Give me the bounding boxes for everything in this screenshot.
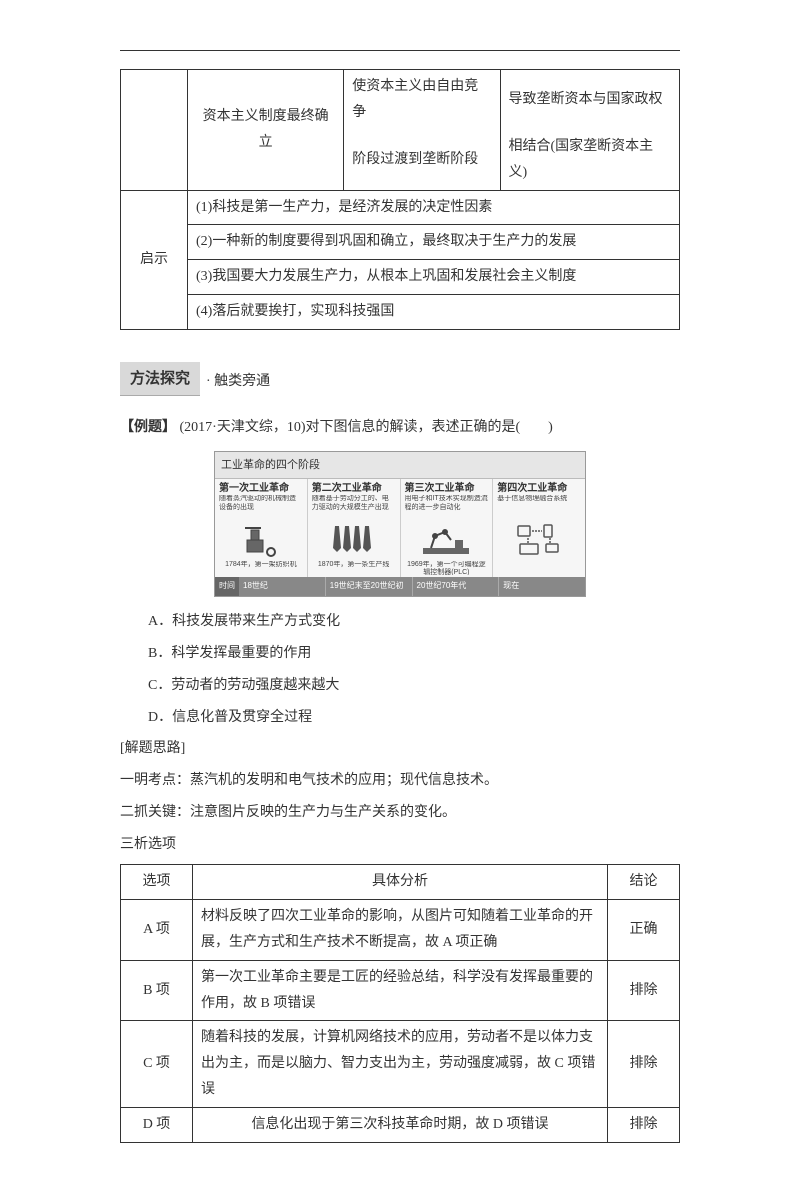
- panel-1-caption: 1784年，第一架纺织机: [219, 561, 303, 575]
- table-row: D 项 信息化出现于第三次科技革命时期，故 D 项错误 排除: [121, 1108, 680, 1143]
- option-d: D．信息化普及贯穿全过程: [148, 705, 680, 731]
- figure-title: 工业革命的四个阶段: [215, 452, 585, 479]
- t1-enlighten-label: 启示: [121, 190, 188, 330]
- t1-cell-a: 资本主义制度最终确立: [188, 70, 344, 191]
- panel-1-title: 第一次工业革命: [219, 483, 303, 495]
- t2-r2-opt: C 项: [121, 1021, 193, 1108]
- t2-r1-analysis: 第一次工业革命主要是工匠的经验总结，科学没有发挥最重要的作用，故 B 项错误: [193, 960, 608, 1021]
- solution-line-3: 三析选项: [120, 832, 680, 858]
- panel-2-caption: 1870年，第一条生产线: [312, 561, 396, 575]
- t1-item-2: (2)一种新的制度要得到巩固和确立，最终取决于生产力的发展: [188, 225, 680, 260]
- figure-panel-3: 第三次工业革命 用电子和IT技术实现制造流程的进一步自动化 1969年，第一个可…: [401, 479, 494, 577]
- section-header-sub: · 触类旁通: [206, 369, 270, 396]
- t2-h-opt: 选项: [121, 865, 193, 900]
- option-b: B．科学发挥最重要的作用: [148, 641, 680, 667]
- panel-3-sub: 用电子和IT技术实现制造流程的进一步自动化: [405, 495, 489, 517]
- figure-foot-label: 时间: [215, 577, 239, 596]
- t2-r0-opt: A 项: [121, 899, 193, 960]
- revolutions where-figure: 工业革命的四个阶段 第一次工业革命 随着蒸汽驱动的机械制造设备的出现 1784年…: [214, 451, 586, 597]
- t2-r2-result: 排除: [608, 1021, 680, 1108]
- figure-foot-1: 18世纪: [239, 577, 326, 596]
- panel-4-title: 第四次工业革命: [497, 483, 581, 495]
- t2-r1-opt: B 项: [121, 960, 193, 1021]
- panel-3-title: 第三次工业革命: [405, 483, 489, 495]
- figure-panel-1: 第一次工业革命 随着蒸汽驱动的机械制造设备的出现 1784年，第一架纺织机: [215, 479, 308, 577]
- figure-foot-3: 20世纪70年代: [413, 577, 500, 596]
- document-page: 资本主义制度最终确立 使资本主义由自由竞争 导致垄断资本与国家政权 阶段过渡到垄…: [60, 0, 740, 1183]
- figure-body: 第一次工业革命 随着蒸汽驱动的机械制造设备的出现 1784年，第一架纺织机 第二…: [215, 479, 585, 577]
- t1-cell-c2: 相结合(国家垄断资本主义): [500, 130, 680, 190]
- t1-item-4: (4)落后就要挨打，实现科技强国: [188, 295, 680, 330]
- top-horizontal-rule: [120, 50, 680, 51]
- robot-arm-icon: [405, 521, 489, 559]
- section-header: 方法探究 · 触类旁通: [120, 362, 680, 396]
- figure-foot: 时间 18世纪 19世纪末至20世纪初 20世纪70年代 现在: [215, 577, 585, 596]
- panel-3-caption: 1969年，第一个可编程逻辑控制器(PLC): [405, 561, 489, 575]
- t2-h-result: 结论: [608, 865, 680, 900]
- solution-line-2: 二抓关键：注意图片反映的生产力与生产关系的变化。: [120, 800, 680, 826]
- t1-item-1: (1)科技是第一生产力，是经济发展的决定性因素: [188, 190, 680, 225]
- assembly-line-icon: [312, 521, 396, 559]
- table-row: C 项 随着科技的发展，计算机网络技术的应用，劳动者不是以体力支出为主，而是以脑…: [121, 1021, 680, 1108]
- solution-heading: [解题思路]: [120, 736, 680, 762]
- figure-panel-4: 第四次工业革命 基于信息物理融合系统: [493, 479, 585, 577]
- summary-table: 资本主义制度最终确立 使资本主义由自由竞争 导致垄断资本与国家政权 阶段过渡到垄…: [120, 69, 680, 330]
- panel-2-sub: 随着基于劳动分工的、电力驱动的大规模生产出现: [312, 495, 396, 517]
- t2-r0-analysis: 材料反映了四次工业革命的影响，从图片可知随着工业革命的开展，生产方式和生产技术不…: [193, 899, 608, 960]
- t2-r1-result: 排除: [608, 960, 680, 1021]
- panel-4-sub: 基于信息物理融合系统: [497, 495, 581, 517]
- option-a: A．科技发展带来生产方式变化: [148, 609, 680, 635]
- t2-r3-result: 排除: [608, 1108, 680, 1143]
- t1-cell-b2: 阶段过渡到垄断阶段: [344, 130, 500, 190]
- panel-2-title: 第二次工业革命: [312, 483, 396, 495]
- solution-line-1: 一明考点：蒸汽机的发明和电气技术的应用；现代信息技术。: [120, 768, 680, 794]
- t2-r0-result: 正确: [608, 899, 680, 960]
- t1-item-3: (3)我国要大力发展生产力，从根本上巩固和发展社会主义制度: [188, 260, 680, 295]
- example-stem: 【例题】 (2017·天津文综，10)对下图信息的解读，表述正确的是( ): [120, 414, 680, 441]
- figure-foot-2: 19世纪末至20世纪初: [326, 577, 413, 596]
- table-row: B 项 第一次工业革命主要是工匠的经验总结，科学没有发挥最重要的作用，故 B 项…: [121, 960, 680, 1021]
- t2-r3-opt: D 项: [121, 1108, 193, 1143]
- t2-r2-analysis: 随着科技的发展，计算机网络技术的应用，劳动者不是以体力支出为主，而是以脑力、智力…: [193, 1021, 608, 1108]
- analysis-table: 选项 具体分析 结论 A 项 材料反映了四次工业革命的影响，从图片可知随着工业革…: [120, 864, 680, 1143]
- panel-1-sub: 随着蒸汽驱动的机械制造设备的出现: [219, 495, 303, 517]
- section-header-box: 方法探究: [120, 362, 200, 396]
- t1-cell-b1: 使资本主义由自由竞争: [344, 70, 500, 130]
- t2-r3-analysis: 信息化出现于第三次科技革命时期，故 D 项错误: [193, 1108, 608, 1143]
- t1-cell-c1: 导致垄断资本与国家政权: [500, 70, 680, 130]
- panel-4-caption: [497, 561, 581, 575]
- option-c: C．劳动者的劳动强度越来越大: [148, 673, 680, 699]
- loom-icon: [219, 521, 303, 559]
- cps-devices-icon: [497, 521, 581, 559]
- figure-panel-2: 第二次工业革命 随着基于劳动分工的、电力驱动的大规模生产出现 1870年，第一条…: [308, 479, 401, 577]
- figure-foot-4: 现在: [499, 577, 585, 596]
- example-tag: 【例题】: [120, 418, 176, 434]
- t2-h-analysis: 具体分析: [193, 865, 608, 900]
- table-row: A 项 材料反映了四次工业革命的影响，从图片可知随着工业革命的开展，生产方式和生…: [121, 899, 680, 960]
- example-stem-text: (2017·天津文综，10)对下图信息的解读，表述正确的是( ): [176, 420, 553, 435]
